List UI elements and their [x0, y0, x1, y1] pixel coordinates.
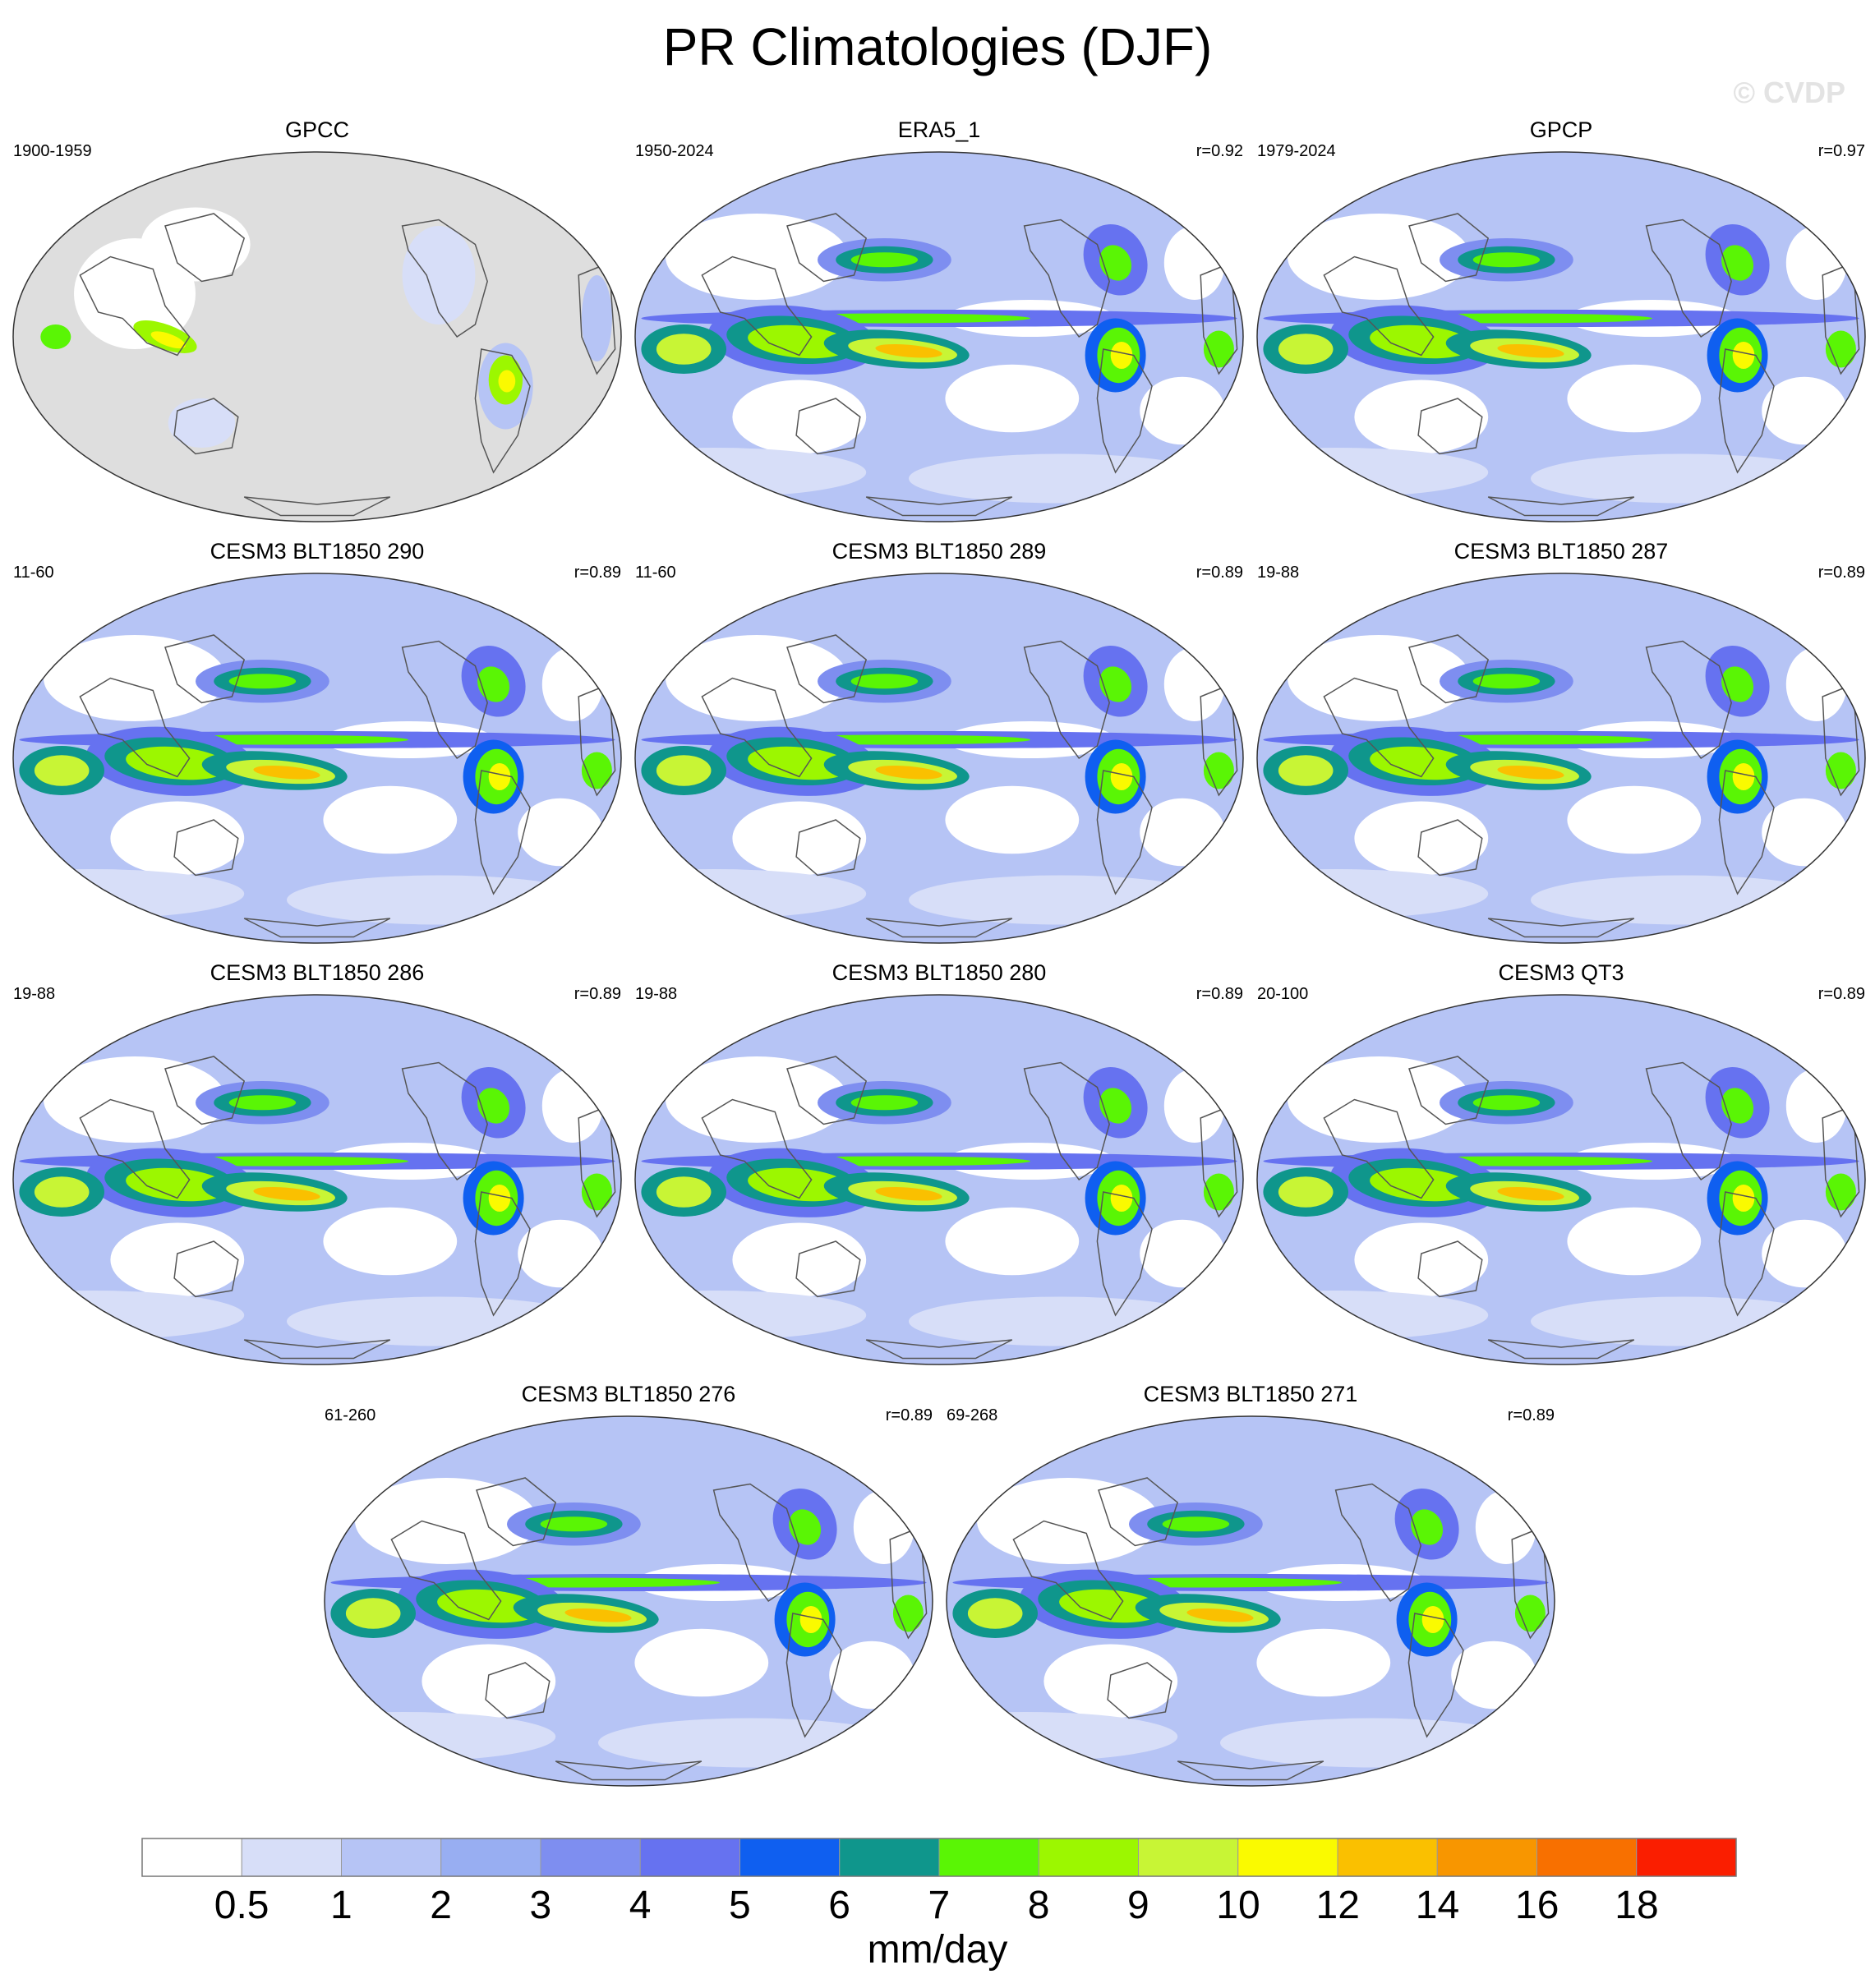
- colorbar-unit-label: mm/day: [867, 1928, 1008, 1972]
- colorbar-tick-label: 0.5: [214, 1884, 270, 1927]
- panel-correlation: r=0.89: [1817, 564, 1865, 582]
- colorbar-swatch-9: [1038, 1838, 1139, 1877]
- colorbar-tick-label: 8: [1027, 1884, 1050, 1927]
- colorbar-tick-label: 12: [1315, 1884, 1360, 1927]
- colorbar-tick-label: 3: [529, 1884, 552, 1927]
- panel-correlation: r=0.92: [1195, 142, 1243, 160]
- colorbar-swatch-1: [241, 1838, 342, 1877]
- panel-title: CESM3 BLT1850 290: [210, 539, 425, 564]
- panel-correlation: r=0.89: [1195, 564, 1243, 582]
- panel-period: 19-88: [635, 985, 678, 1003]
- panel-period: 61-260: [325, 1406, 376, 1424]
- colorbar-swatch-14: [1536, 1838, 1638, 1877]
- map-panel-4: [13, 573, 621, 943]
- panel-period: 19-88: [13, 985, 56, 1003]
- colorbar-swatch-11: [1237, 1838, 1338, 1877]
- colorbar-tick-label: 16: [1515, 1884, 1559, 1927]
- colorbar-tick-label: 14: [1415, 1884, 1460, 1927]
- colorbar: [141, 1838, 1737, 1877]
- colorbar-swatch-12: [1337, 1838, 1438, 1877]
- colorbar-swatch-3: [440, 1838, 541, 1877]
- colorbar-tick-label: 18: [1615, 1884, 1659, 1927]
- panel-title: CESM3 BLT1850 276: [521, 1382, 736, 1406]
- map-border: [12, 573, 622, 944]
- colorbar-tick-label: 7: [928, 1884, 951, 1927]
- panel-period: 20-100: [1257, 985, 1309, 1003]
- map-border: [946, 1415, 1555, 1787]
- map-border: [12, 151, 622, 522]
- panel-title: GPCC: [284, 117, 349, 142]
- panel-correlation: r=0.89: [885, 1406, 933, 1424]
- colorbar-swatch-10: [1138, 1838, 1239, 1877]
- map-panel-7: [13, 995, 621, 1364]
- map-border: [1256, 573, 1866, 944]
- panel-period: 11-60: [635, 564, 676, 582]
- panel-title: CESM3 BLT1850 280: [832, 960, 1047, 985]
- colorbar-frame: [141, 1838, 1737, 1877]
- panel-correlation: r=0.89: [574, 985, 621, 1003]
- map-border: [1256, 994, 1866, 1365]
- panel-period: 1900-1959: [13, 142, 92, 160]
- panel-correlation: r=0.89: [1195, 985, 1243, 1003]
- colorbar-tick-label: 1: [330, 1884, 352, 1927]
- colorbar-swatch-5: [639, 1838, 740, 1877]
- panel-correlation: r=0.89: [1507, 1406, 1555, 1424]
- map-panel-9: [1257, 995, 1865, 1364]
- colorbar-tick-label: 4: [629, 1884, 652, 1927]
- colorbar-tick-label: 9: [1127, 1884, 1149, 1927]
- map-border: [634, 151, 1244, 522]
- colorbar-tick-label: 5: [729, 1884, 751, 1927]
- panel-correlation: r=0.89: [574, 564, 621, 582]
- colorbar-tick-label: 2: [430, 1884, 452, 1927]
- panel-title: CESM3 BLT1850 286: [210, 960, 425, 985]
- panel-period: 1950-2024: [635, 142, 714, 160]
- colorbar-swatch-7: [839, 1838, 940, 1877]
- panel-title: CESM3 BLT1850 289: [832, 539, 1047, 564]
- map-border: [634, 573, 1244, 944]
- colorbar-swatch-15: [1636, 1838, 1737, 1877]
- colorbar-tick-label: 6: [828, 1884, 850, 1927]
- panel-correlation: r=0.97: [1817, 142, 1865, 160]
- panel-period: 1979-2024: [1257, 142, 1336, 160]
- map-panel-5: [635, 573, 1243, 943]
- panel-title: CESM3 BLT1850 271: [1143, 1382, 1358, 1406]
- panel-period: 69-268: [947, 1406, 998, 1424]
- panel-title: CESM3 QT3: [1498, 960, 1624, 985]
- colorbar-swatch-4: [540, 1838, 641, 1877]
- panel-title: CESM3 BLT1850 287: [1453, 539, 1669, 564]
- map-panel-8: [635, 995, 1243, 1364]
- colorbar-swatch-13: [1436, 1838, 1537, 1877]
- watermark: © CVDP: [1733, 76, 1845, 109]
- panel-title: ERA5_1: [897, 117, 981, 142]
- map-panel-6: [1257, 573, 1865, 943]
- map-panel-3: [1257, 152, 1865, 522]
- colorbar-swatch-2: [341, 1838, 442, 1877]
- colorbar-swatch-6: [739, 1838, 841, 1877]
- figure-title: PR Climatologies (DJF): [662, 17, 1213, 76]
- colorbar-swatch-0: [141, 1838, 242, 1877]
- panel-period: 11-60: [13, 564, 54, 582]
- map-panel-1: [13, 152, 621, 522]
- panel-period: 19-88: [1257, 564, 1300, 582]
- map-panel-10: [325, 1416, 933, 1786]
- map-panel-2: [635, 152, 1243, 522]
- map-border: [12, 994, 622, 1365]
- map-border: [324, 1415, 933, 1787]
- map-border: [634, 994, 1244, 1365]
- map-panel-11: [947, 1416, 1555, 1786]
- panel-title: GPCP: [1529, 117, 1593, 142]
- map-border: [1256, 151, 1866, 522]
- panel-correlation: r=0.89: [1817, 985, 1865, 1003]
- colorbar-tick-label: 10: [1216, 1884, 1260, 1927]
- colorbar-swatch-8: [938, 1838, 1039, 1877]
